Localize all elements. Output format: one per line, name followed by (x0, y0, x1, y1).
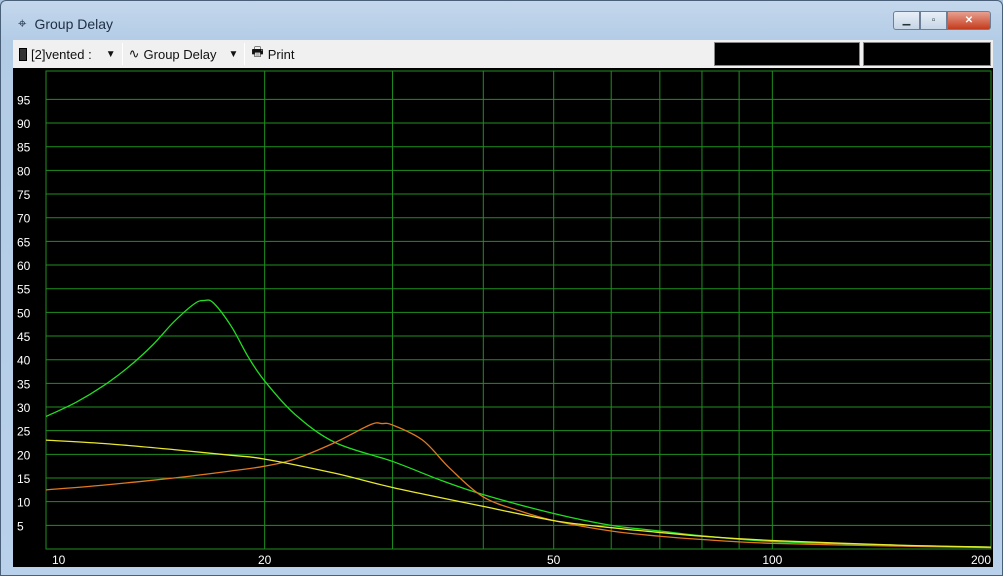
view-label: Group Delay (143, 46, 217, 62)
chevron-down-icon: ▼ (228, 48, 239, 60)
separator (244, 43, 246, 65)
series-line-2 (45, 422, 992, 549)
separator (121, 43, 123, 65)
minimize-button[interactable]: ▁ (893, 11, 920, 30)
plot-area: 5 10 15 20 25 30 35 40 45 50 55 60 65 70 75 80 85 90 95 10 2… (13, 68, 993, 567)
waveform-icon: ∿ (128, 46, 140, 61)
x-tick-label: 10 (52, 553, 66, 567)
print-label: Print (267, 46, 295, 62)
toolbar: [2]vented : ▼ ∿ Group Delay ▼ 🖶 Print (13, 40, 993, 68)
y-tick-label: 60 (17, 259, 31, 273)
print-button[interactable]: 🖶 Print (245, 43, 300, 65)
printer-icon: 🖶 (251, 44, 264, 59)
y-tick-label: 10 (17, 496, 31, 510)
readout-box-2 (863, 42, 991, 66)
y-tick-label: 80 (17, 164, 31, 178)
y-tick-label: 30 (17, 401, 31, 415)
y-tick-label: 25 (17, 425, 31, 439)
y-tick-label: 95 (17, 93, 31, 107)
x-tick-label: 50 (547, 553, 561, 567)
y-tick-label: 35 (17, 377, 31, 391)
title-bar: ⌖ Group Delay (18, 15, 113, 32)
x-tick-label: 200 (971, 553, 991, 567)
chevron-down-icon: ▼ (105, 48, 116, 60)
source-label: [2]vented : (31, 46, 92, 62)
x-tick-label: 100 (762, 553, 782, 567)
readout-box-1 (714, 42, 860, 66)
y-tick-label: 5 (17, 519, 24, 533)
series-line-1 (45, 299, 992, 548)
y-tick-label: 55 (17, 283, 31, 297)
y-tick-label: 90 (17, 117, 31, 131)
restore-button[interactable]: ▫ (920, 11, 947, 30)
view-dropdown[interactable]: ∿ Group Delay ▼ (123, 43, 245, 65)
x-tick-label: 20 (258, 553, 272, 567)
y-tick-label: 45 (17, 330, 31, 344)
plot-border (45, 70, 992, 550)
y-tick-label: 65 (17, 235, 31, 249)
y-tick-label: 40 (17, 354, 31, 368)
y-tick-label: 70 (17, 212, 31, 226)
y-tick-label: 20 (17, 448, 31, 462)
window-title: Group Delay (34, 15, 114, 32)
source-dropdown[interactable]: [2]vented : ▼ (13, 43, 122, 65)
y-tick-label: 85 (17, 141, 31, 155)
y-tick-label: 75 (17, 188, 31, 202)
series-line-3 (45, 439, 992, 548)
close-button[interactable]: ✕ (947, 11, 991, 30)
y-tick-label: 15 (17, 472, 31, 486)
group-delay-chart: 5 10 15 20 25 30 35 40 45 50 55 60 65 70 75 80 85 90 95 10 2… (17, 70, 992, 567)
y-tick-label: 50 (17, 306, 31, 320)
speaker-icon (19, 47, 27, 61)
crosshair-icon: ⌖ (18, 15, 27, 32)
